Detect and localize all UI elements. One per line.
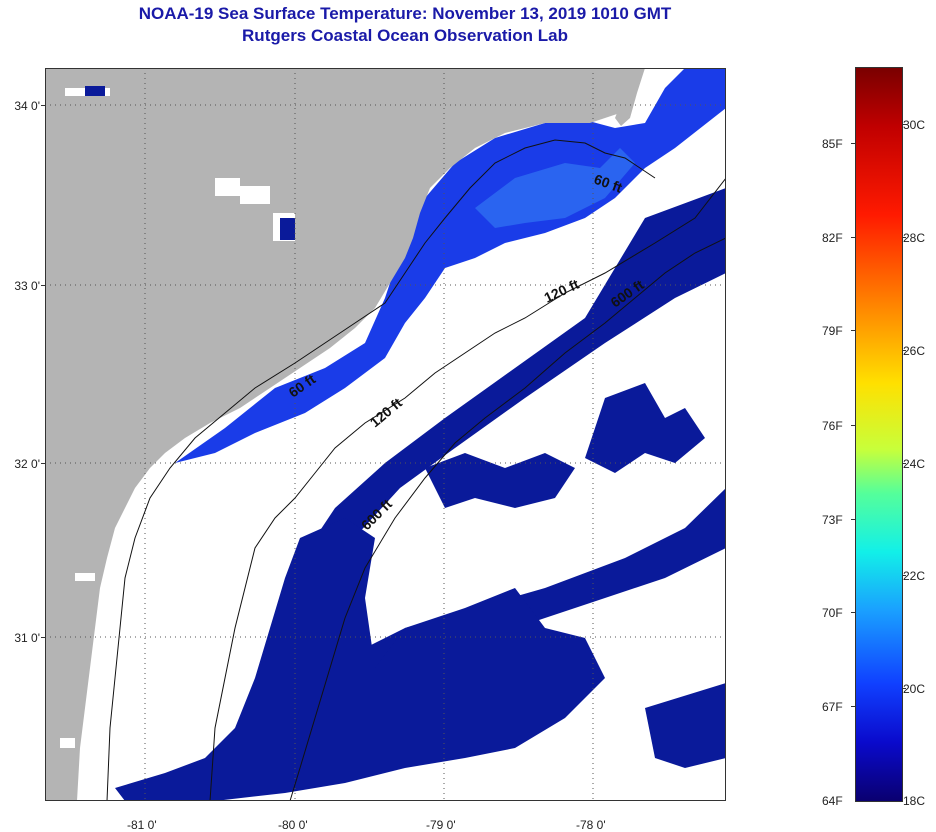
lon-label-80: -80 0' bbox=[278, 818, 308, 832]
land-cape-ne bbox=[615, 68, 645, 126]
colorbar-tick bbox=[851, 612, 855, 613]
colorbar-f-85: 85F bbox=[822, 137, 843, 151]
colorbar-c-24: 24C bbox=[903, 457, 926, 471]
colorbar-c-22: 22C bbox=[903, 569, 926, 583]
colorbar-tick bbox=[902, 463, 906, 464]
nearshore-light-patch bbox=[475, 148, 635, 228]
contour-120ft bbox=[209, 177, 726, 801]
colorbar bbox=[855, 67, 903, 802]
sst-map: 60 ft 60 ft 120 ft 120 ft 600 ft 600 ft bbox=[45, 68, 726, 801]
lon-label-81: -81 0' bbox=[127, 818, 157, 832]
lat-label-31: 31 0' bbox=[14, 631, 40, 645]
colorbar-f-67: 67F bbox=[822, 700, 843, 714]
colorbar-tick bbox=[851, 143, 855, 144]
tick-lat-34 bbox=[41, 105, 45, 106]
colorbar-tick bbox=[851, 237, 855, 238]
colorbar-tick bbox=[851, 706, 855, 707]
colorbar-f-76: 76F bbox=[822, 419, 843, 433]
colorbar-tick bbox=[851, 330, 855, 331]
bathymetry-contours bbox=[106, 139, 726, 801]
cold-water-patch-e bbox=[585, 383, 705, 473]
tick-lat-31 bbox=[41, 637, 45, 638]
land-mass bbox=[45, 68, 635, 801]
colorbar-c-26: 26C bbox=[903, 344, 926, 358]
colorbar-c-30: 30C bbox=[903, 118, 926, 132]
cold-water-region-south bbox=[115, 518, 605, 801]
contour-60ft bbox=[106, 139, 656, 801]
cold-water-patch-center bbox=[425, 453, 575, 508]
colorbar-f-70: 70F bbox=[822, 606, 843, 620]
colorbar-tick bbox=[902, 350, 906, 351]
lon-label-79: -79 0' bbox=[426, 818, 456, 832]
colorbar-f-79: 79F bbox=[822, 324, 843, 338]
colorbar-tick bbox=[902, 124, 906, 125]
cold-water-patch-se bbox=[645, 683, 726, 768]
graticule bbox=[45, 68, 726, 801]
lat-label-33: 33 0' bbox=[14, 279, 40, 293]
lon-label-78: -78 0' bbox=[576, 818, 606, 832]
colorbar-tick bbox=[902, 575, 906, 576]
tick-lat-32 bbox=[41, 463, 45, 464]
colorbar-c-18: 18C bbox=[903, 794, 926, 808]
cloud-patch-land-2 bbox=[215, 178, 270, 204]
colorbar-c-20: 20C bbox=[903, 682, 926, 696]
colorbar-f-73: 73F bbox=[822, 513, 843, 527]
contour-600ft bbox=[289, 237, 726, 801]
map-frame bbox=[45, 68, 726, 801]
chart-title: NOAA-19 Sea Surface Temperature: Novembe… bbox=[138, 4, 672, 23]
chart-subtitle: Rutgers Coastal Ocean Observation Lab bbox=[242, 26, 568, 45]
lat-label-34: 34 0' bbox=[14, 99, 40, 113]
colorbar-tick bbox=[902, 237, 906, 238]
lat-label-32: 32 0' bbox=[14, 457, 40, 471]
tick-lat-33 bbox=[41, 285, 45, 286]
cold-water-band-north bbox=[295, 188, 726, 628]
colorbar-tick bbox=[851, 519, 855, 520]
colorbar-tick bbox=[851, 425, 855, 426]
colorbar-f-82: 82F bbox=[822, 231, 843, 245]
colorbar-f-64: 64F bbox=[822, 794, 843, 808]
colorbar-c-28: 28C bbox=[903, 231, 926, 245]
colorbar-tick bbox=[902, 688, 906, 689]
